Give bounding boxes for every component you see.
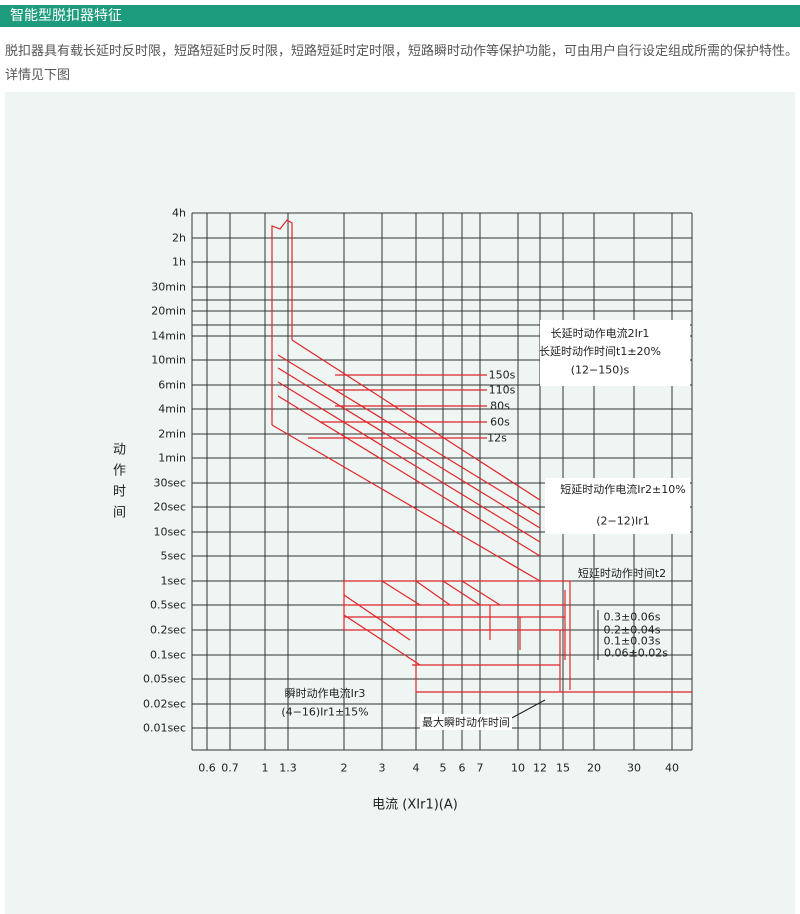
y-tick-label: 0.02sec xyxy=(142,697,186,711)
annotation: 110s xyxy=(488,383,516,397)
y-tick-label: 0.01sec xyxy=(142,721,186,735)
grid xyxy=(191,212,693,751)
x-tick-label: 10 xyxy=(511,761,525,775)
y-tick-label: 30sec xyxy=(153,476,186,490)
x-tick-label: 7 xyxy=(476,761,484,775)
x-tick-label: 5 xyxy=(439,761,447,775)
annotation: 短延时动作时间t2 xyxy=(577,567,667,580)
annotation: 0.06±0.02s xyxy=(604,646,668,660)
y-tick-label: 4h xyxy=(172,206,186,220)
annotation: 长延时动作时间t1±20% xyxy=(539,345,661,358)
annotation: 60s xyxy=(490,415,510,429)
y-tick-label: 20sec xyxy=(153,500,186,514)
header-title: 智能型脱扣器特征 xyxy=(0,5,800,27)
annotation: 0.2±0.04s xyxy=(603,623,661,637)
y-tick-label: 10min xyxy=(151,353,186,367)
intro-line: 脱扣器具有载长延时反时限，短路短延时反时限，短路短延时定时限，短路瞬时动作等保护… xyxy=(5,44,799,59)
annotation: 12s xyxy=(487,431,507,445)
annotation: 长延时动作电流2Ir1 xyxy=(550,327,650,340)
annotation: 150s xyxy=(488,368,516,382)
x-tick-label: 30 xyxy=(627,761,641,775)
y-tick-label: 2min xyxy=(158,427,186,441)
y-tick-label: 5sec xyxy=(160,549,186,563)
y-tick-label: 0.5sec xyxy=(149,598,186,612)
x-tick-label: 12 xyxy=(533,761,547,775)
annotation: (2−12)Ir1 xyxy=(596,514,650,528)
annotation: 瞬时动作电流Ir3 xyxy=(284,687,366,700)
y-tick-label: 1sec xyxy=(160,574,186,588)
annotation: (12−150)s xyxy=(570,363,630,377)
x-tick-label: 6 xyxy=(458,761,466,775)
annotation: 80s xyxy=(490,399,510,413)
x-tick-label: 15 xyxy=(556,761,570,775)
y-tick-label: 30min xyxy=(151,280,186,294)
x-tick-label: 0.6 xyxy=(198,761,216,775)
y-tick-label: 0.05sec xyxy=(142,672,186,686)
y-tick-label: 4min xyxy=(158,402,186,416)
x-tick-label: 1.3 xyxy=(279,761,297,775)
annotation: 短延时动作电流Ir2±10% xyxy=(560,483,686,496)
y-tick-label: 1h xyxy=(172,255,186,269)
y-tick-label: 0.2sec xyxy=(149,623,186,637)
y-tick-label: 0.1sec xyxy=(149,648,186,662)
x-tick-label: 1 xyxy=(261,761,269,775)
y-axis-title: 动作时间 xyxy=(110,442,125,526)
x-tick-label: 40 xyxy=(665,761,679,775)
x-tick-label: 4 xyxy=(412,761,420,775)
note-box xyxy=(545,478,690,534)
annotation: 0.1±0.03s xyxy=(603,634,661,648)
note-box xyxy=(540,320,690,386)
y-tick-label: 6min xyxy=(158,378,186,392)
annotation: 0.3±0.06s xyxy=(603,610,661,624)
x-tick-label: 2 xyxy=(340,761,348,775)
intro-line: 详情见下图 xyxy=(5,68,71,83)
trip-curves xyxy=(271,219,692,693)
y-tick-label: 20min xyxy=(151,304,186,318)
arrows xyxy=(507,610,599,721)
x-tick-label: 3 xyxy=(378,761,386,775)
x-axis-title: 电流 (XIr1)(A) xyxy=(372,797,458,813)
y-tick-label: 2h xyxy=(172,231,186,245)
annotation: (4−16)Ir1±15% xyxy=(281,705,369,719)
annotation: 最大瞬时动作时间 xyxy=(420,714,512,730)
x-tick-label: 0.7 xyxy=(221,761,239,775)
y-tick-label: 14min xyxy=(151,329,186,343)
x-tick-label: 20 xyxy=(587,761,601,775)
y-tick-label: 10sec xyxy=(153,525,186,539)
y-tick-label: 1min xyxy=(158,451,186,465)
